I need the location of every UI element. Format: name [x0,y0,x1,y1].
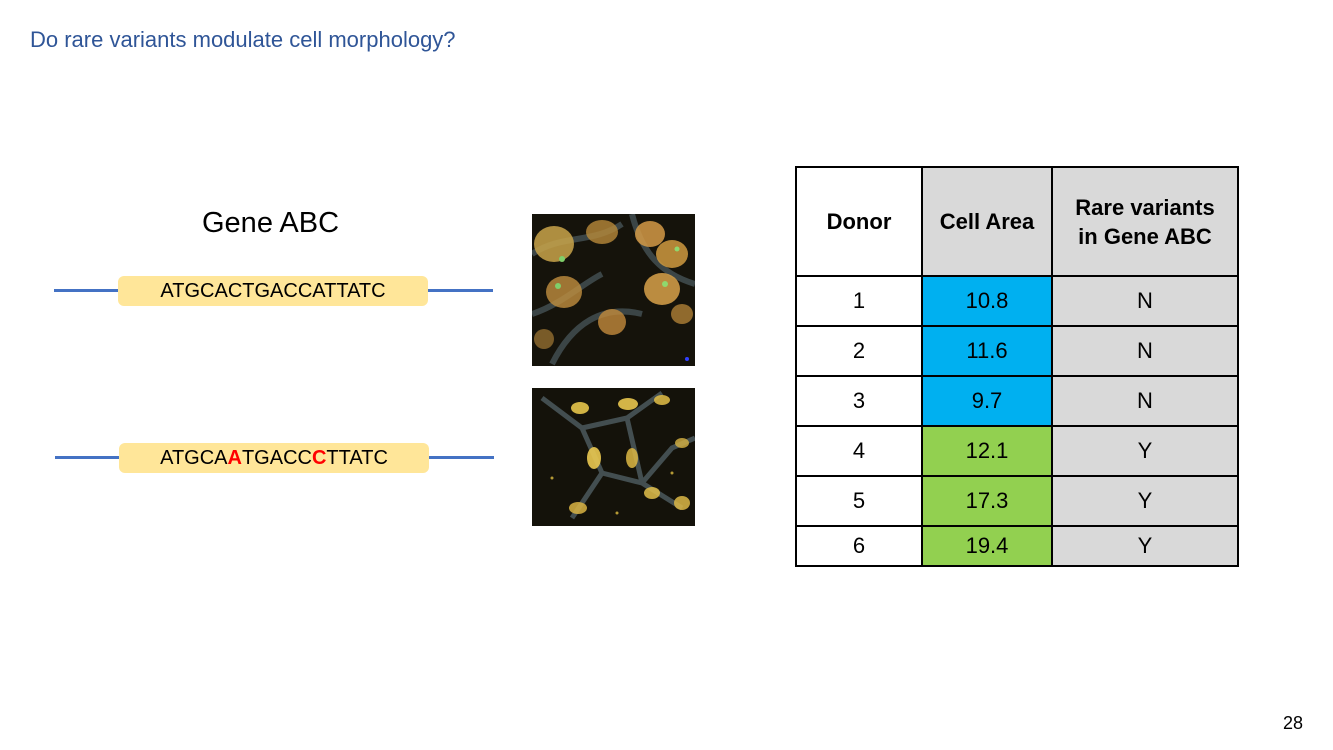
variant-mutation-2: C [311,447,327,469]
reference-sequence-box: ATGCACTGACCATTATC [118,276,428,306]
cell-donor: 4 [795,425,923,477]
cell-donor: 6 [795,525,923,567]
cell-rare: N [1051,275,1239,327]
variant-seq-part3: TTATC [326,447,388,469]
dna-strand-right-reference [426,289,493,292]
header-rare-line2: in Gene ABC [1078,223,1212,249]
reference-sequence: ATGCACTGACCATTATC [160,280,386,302]
table-row: 3 9.7 N [795,375,1239,427]
dna-strand-right-variant [427,456,494,459]
variant-seq-part1: ATGCA [160,447,228,469]
page-number: 28 [1283,713,1304,733]
donor-table: Donor Cell Area Rare variants in Gene AB… [795,166,1239,567]
table-row: 6 19.4 Y [795,525,1239,567]
cell-rare: Y [1051,425,1239,477]
cell-area: 19.4 [921,525,1053,567]
slide-title: Do rare variants modulate cell morpholog… [30,27,456,52]
variant-sequence-box: ATGCAATGACCCTTATC [119,443,429,473]
cell-rare: N [1051,325,1239,377]
cell-donor: 2 [795,325,923,377]
cell-rare: Y [1051,475,1239,527]
cell-area: 17.3 [921,475,1053,527]
header-rare-line1: Rare variants [1075,194,1215,220]
cell-area: 11.6 [921,325,1053,377]
cell-donor: 1 [795,275,923,327]
dna-strand-left-variant [55,456,121,459]
table-row: 4 12.1 Y [795,425,1239,477]
cell-image-variant [532,388,695,526]
table-row: 2 11.6 N [795,325,1239,377]
table-row: 5 17.3 Y [795,475,1239,527]
cell-rare: Y [1051,525,1239,567]
variant-seq-part2: TGACC [241,447,312,469]
cell-rare: N [1051,375,1239,427]
cell-donor: 3 [795,375,923,427]
table-header-row: Donor Cell Area Rare variants in Gene AB… [795,166,1239,277]
cell-donor: 5 [795,475,923,527]
header-rare-variants: Rare variants in Gene ABC [1051,166,1239,277]
cell-area: 12.1 [921,425,1053,477]
cell-area: 10.8 [921,275,1053,327]
header-cell-area: Cell Area [921,166,1053,277]
variant-mutation-1: A [227,447,242,469]
cell-image-reference [532,214,695,366]
gene-title: Gene ABC [202,207,340,239]
header-donor: Donor [795,166,923,277]
table-row: 1 10.8 N [795,275,1239,327]
dna-strand-left-reference [54,289,120,292]
cell-area: 9.7 [921,375,1053,427]
